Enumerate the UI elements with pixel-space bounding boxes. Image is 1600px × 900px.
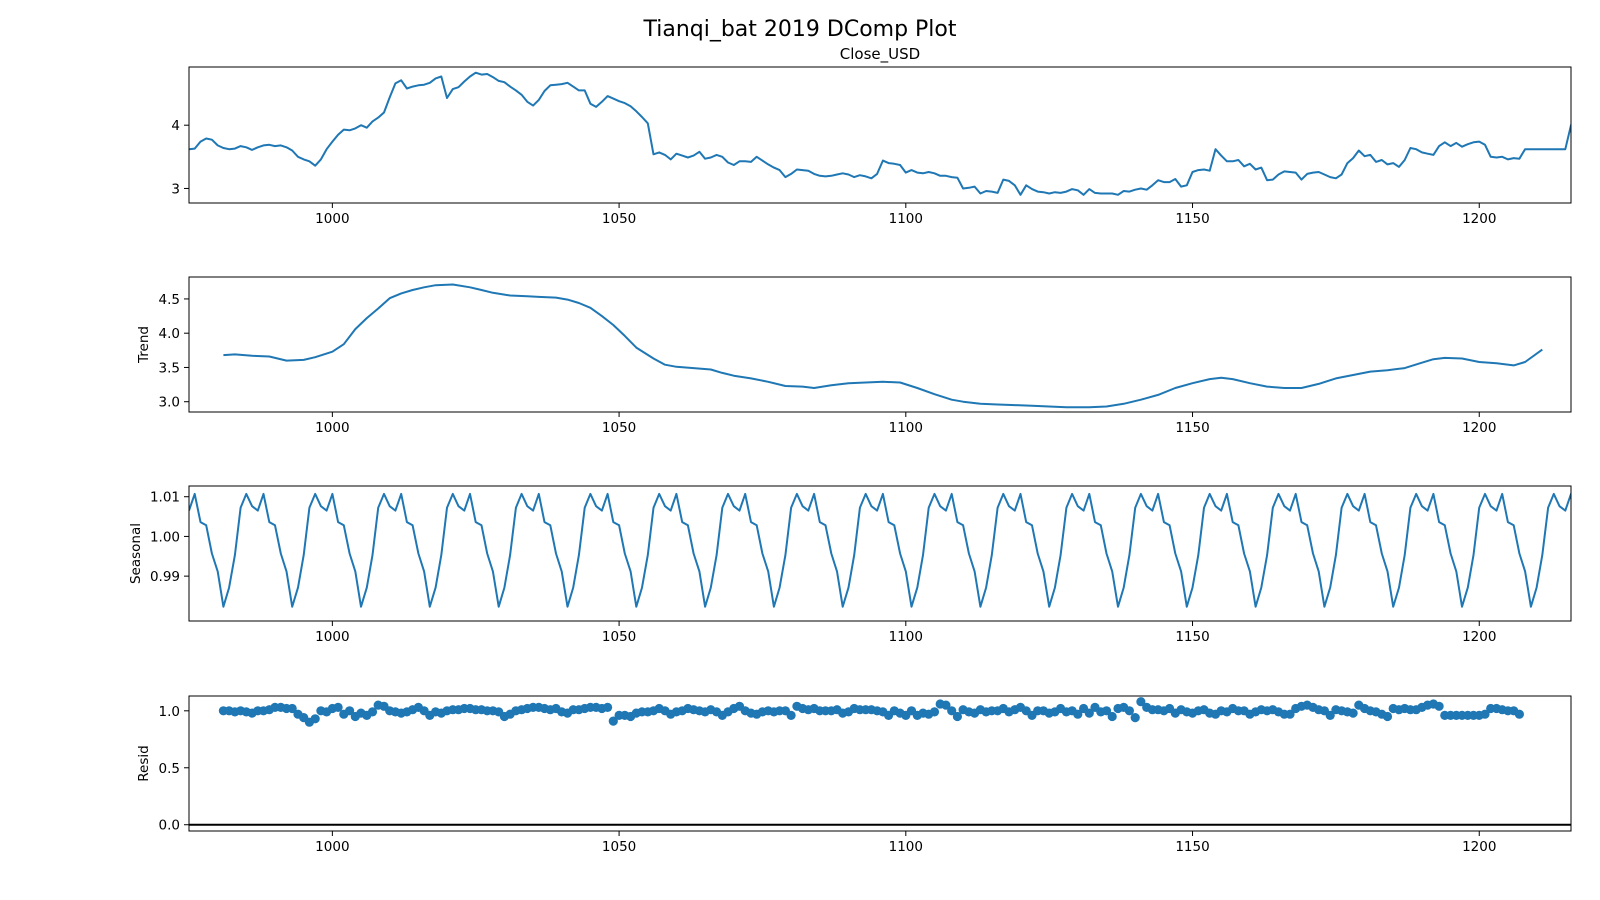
resid-point	[1434, 701, 1444, 711]
x-tick-label: 1050	[602, 839, 636, 855]
x-tick-label: 1150	[1175, 839, 1209, 855]
panel-trend: 1000 1050 1100 1150 1200 3.0 3.5 4.0 4.5 Trend	[136, 276, 1572, 436]
resid-point	[1124, 706, 1134, 716]
resid-point	[1073, 709, 1083, 719]
y-tick-label: 4.0	[159, 326, 180, 342]
resid-point	[786, 710, 796, 721]
x-tick-label: 1200	[1462, 839, 1496, 855]
resid-point	[1348, 708, 1358, 718]
resid-axes-frame	[188, 695, 1572, 832]
resid-point	[1136, 697, 1146, 707]
resid-point	[1285, 709, 1295, 719]
panel-title-observed: Close_USD	[840, 45, 920, 64]
x-tick-label: 1100	[889, 629, 923, 645]
y-tick-label: 3	[171, 181, 180, 197]
resid-point	[1480, 709, 1490, 719]
seasonal-axes-frame	[188, 485, 1572, 622]
resid-point	[1101, 706, 1112, 716]
resid-point	[952, 711, 963, 722]
resid-point	[310, 714, 320, 724]
x-tick-label: 1150	[1175, 211, 1209, 227]
resid-point	[345, 706, 355, 716]
y-tick-label: 0.5	[159, 761, 180, 777]
observed-axes-frame	[188, 66, 1572, 204]
resid-points	[218, 697, 1524, 727]
resid-point	[1382, 711, 1393, 722]
observed-line	[189, 71, 1571, 196]
x-tick-label: 1100	[889, 420, 923, 436]
resid-point	[608, 716, 618, 726]
panel-seasonal: 1000 1050 1100 1150 1200 0.99 1.00 1.01 Seasonal	[128, 485, 1572, 645]
x-tick-label: 1100	[889, 211, 923, 227]
resid-point	[929, 707, 940, 717]
x-tick-label: 1000	[315, 839, 349, 855]
y-axis-label-seasonal: Seasonal	[128, 523, 144, 584]
x-tick-label: 1000	[315, 211, 349, 227]
y-tick-label: 3.0	[159, 395, 180, 411]
resid-point	[603, 702, 613, 713]
x-tick-label: 1150	[1175, 420, 1209, 436]
x-tick-label: 1150	[1175, 629, 1209, 645]
trend-line	[223, 283, 1543, 409]
trend-axes-frame	[188, 276, 1572, 413]
resid-point	[367, 707, 378, 717]
figure-title: Tianqi_bat 2019 DComp Plot	[642, 17, 956, 42]
panel-observed: 1000 1050 1100 1150 1200 3 4 Close_USD	[171, 45, 1572, 227]
resid-point	[1514, 709, 1524, 719]
seasonal-line	[189, 492, 1571, 608]
resid-point	[1130, 713, 1140, 723]
x-tick-label: 1050	[602, 629, 636, 645]
x-tick-label: 1100	[889, 839, 923, 855]
resid-point	[1107, 711, 1117, 722]
x-tick-label: 1200	[1462, 211, 1496, 227]
y-tick-label: 1.01	[150, 490, 180, 506]
y-axis-label-resid: Resid	[136, 745, 152, 781]
x-tick-label: 1000	[315, 420, 349, 436]
y-tick-label: 4.5	[159, 292, 180, 308]
x-tick-label: 1000	[315, 629, 349, 645]
resid-point	[941, 700, 951, 710]
y-tick-label: 1.00	[150, 529, 180, 545]
x-tick-label: 1050	[602, 420, 636, 436]
x-tick-label: 1200	[1462, 629, 1496, 645]
resid-point	[287, 703, 297, 714]
y-tick-label: 4	[171, 118, 180, 134]
panel-resid: 1000 1050 1100 1150 1200 0.0 0.5 1.0 Resid	[136, 695, 1572, 855]
y-tick-label: 0.0	[159, 818, 180, 834]
y-tick-label: 3.5	[159, 360, 180, 376]
resid-point	[947, 706, 957, 716]
x-tick-label: 1050	[602, 211, 636, 227]
y-tick-label: 0.99	[150, 569, 180, 585]
y-tick-label: 1.0	[159, 704, 180, 720]
resid-point	[1084, 708, 1094, 718]
resid-point	[1325, 710, 1335, 721]
resid-point	[333, 702, 343, 713]
y-axis-label-trend: Trend	[136, 326, 152, 364]
x-tick-label: 1200	[1462, 420, 1496, 436]
